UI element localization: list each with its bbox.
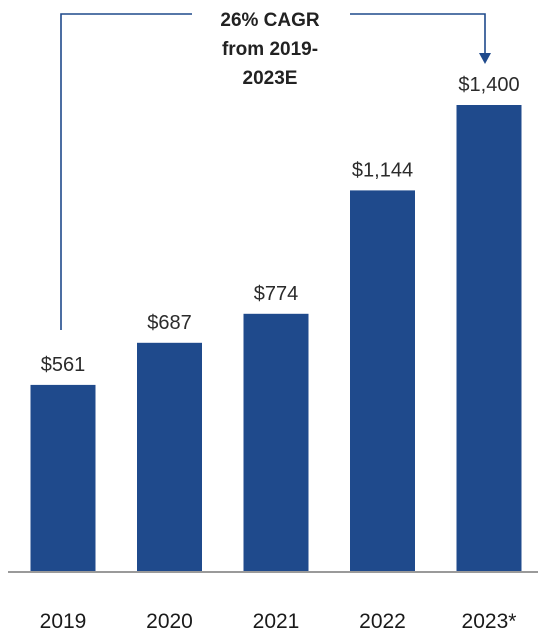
value-label-2021: $774 — [254, 283, 299, 305]
bar-2023 — [456, 105, 522, 572]
bar-2019 — [30, 384, 96, 572]
cagr-label-line-2: from 2019- — [222, 39, 318, 60]
bars — [30, 105, 522, 572]
tick-label-2021: 2021 — [253, 610, 300, 633]
cagr-annotation: 26% CAGR from 2019- 2023E — [60, 10, 491, 330]
value-label-2023: $1,400 — [458, 74, 519, 96]
bar-2020 — [137, 342, 202, 572]
cagr-arrowhead — [479, 53, 491, 64]
bar-2021 — [243, 313, 309, 572]
x-axis-tick-labels: 2019 2020 2021 2022 2023* — [40, 610, 517, 633]
tick-label-2022: 2022 — [359, 610, 406, 633]
cagr-label-line-3: 2023E — [243, 68, 298, 89]
cagr-bracket — [60, 13, 486, 330]
tick-label-2020: 2020 — [146, 610, 193, 633]
value-label-2022: $1,144 — [352, 159, 413, 181]
value-labels: $561 $687 $774 $1,144 $1,400 — [41, 74, 520, 376]
tick-label-2019: 2019 — [40, 610, 87, 633]
value-label-2019: $561 — [41, 354, 86, 376]
tick-label-2023: 2023* — [462, 610, 517, 633]
cagr-label-line-1: 26% CAGR — [220, 10, 320, 31]
value-label-2020: $687 — [147, 312, 192, 334]
bar-2022 — [350, 190, 415, 572]
